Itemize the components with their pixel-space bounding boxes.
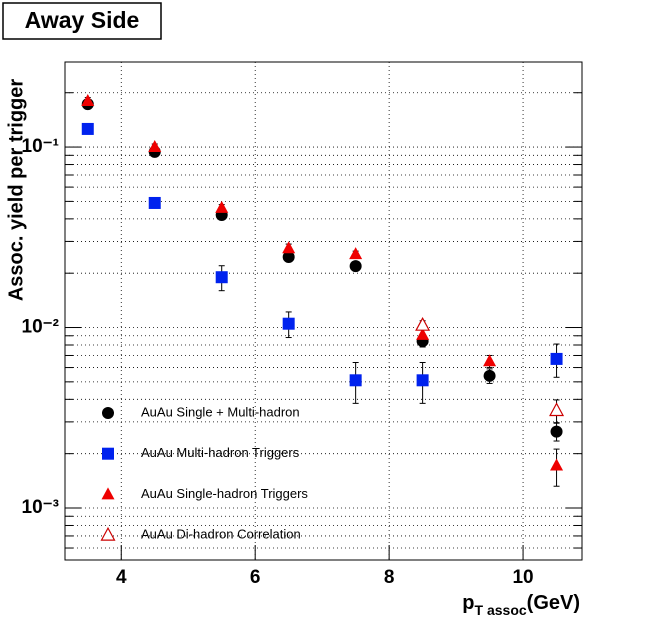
point (215, 200, 229, 213)
point (148, 140, 162, 153)
y-axis-label: Assoc. yield per trigger (5, 79, 27, 302)
chart-title: Away Side (25, 7, 140, 33)
legend-label: AuAu Single-hadron Triggers (141, 486, 308, 501)
x-tick-label: 10 (512, 567, 533, 588)
point (282, 241, 296, 254)
legend-marker (102, 447, 114, 460)
point (483, 369, 496, 382)
point (483, 354, 497, 367)
x-axis-label: pT assoc(GeV) (462, 592, 580, 617)
point (416, 327, 430, 340)
point (550, 352, 563, 365)
legend-marker (102, 407, 114, 419)
y-tick-label: 10⁻³ (22, 497, 60, 518)
legend-label: AuAu Multi-hadron Triggers (141, 445, 300, 460)
x-tick-label: 4 (116, 567, 127, 588)
point (550, 425, 563, 438)
legend-label: AuAu Di-hadron Correlation (141, 527, 301, 542)
point (415, 316, 431, 331)
point (349, 374, 362, 387)
x-tick-label: 8 (384, 567, 395, 588)
point (349, 247, 363, 260)
legend-marker (101, 487, 115, 500)
y-tick-label: 10⁻¹ (22, 136, 60, 157)
point (81, 93, 95, 106)
point (349, 260, 362, 273)
point (549, 402, 565, 417)
point (215, 271, 228, 284)
point (282, 317, 295, 330)
point (81, 122, 94, 135)
legend-marker (100, 526, 116, 541)
point (148, 196, 161, 209)
x-label-unit: (GeV) (527, 592, 580, 614)
point (550, 458, 564, 471)
legend-label: AuAu Single + Multi-hadron (141, 404, 300, 419)
x-tick-label: 6 (250, 567, 261, 588)
plot-frame (64, 61, 583, 561)
title-box (2, 2, 162, 40)
x-label-sub: T assoc (475, 602, 527, 618)
point (416, 374, 429, 387)
point (282, 250, 295, 263)
y-tick-label: 10⁻² (22, 317, 60, 338)
x-label-main: p (462, 592, 474, 614)
